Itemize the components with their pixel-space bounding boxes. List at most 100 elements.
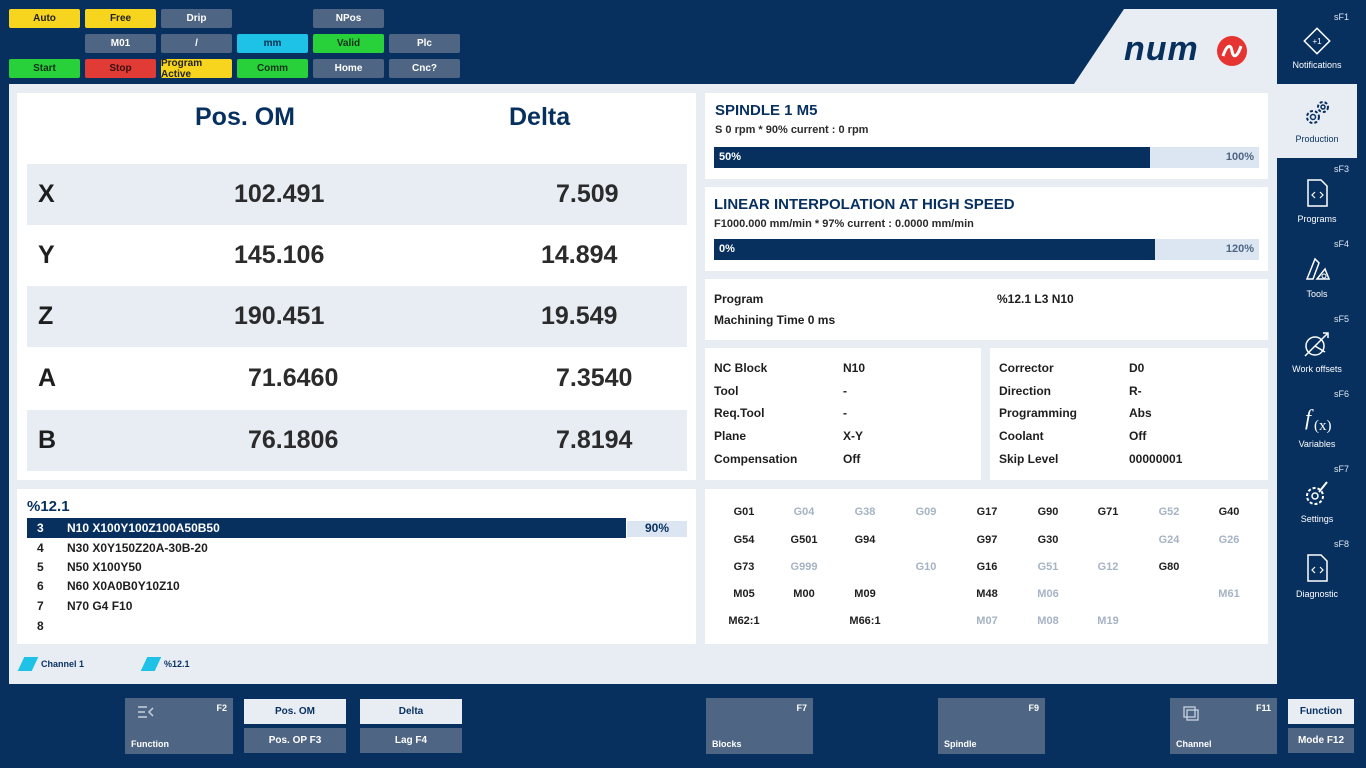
channel-program-label[interactable]: %12.1 [164, 659, 190, 669]
home-button[interactable]: Home [313, 59, 384, 78]
spindle-override-bar[interactable]: 50% 100% [714, 147, 1259, 168]
gcode: G24 [1158, 534, 1180, 546]
shortcut-key: F2 [216, 703, 227, 713]
sidebar-item-programs[interactable]: sF3 Programs [1277, 164, 1357, 234]
axis-row-x: X 102.491 7.509 [27, 164, 687, 225]
spindle-title: SPINDLE 1 M5 [715, 102, 818, 119]
corrector-value: R- [1129, 384, 1142, 398]
channel-label[interactable]: Channel 1 [41, 659, 85, 669]
line-code[interactable]: N70 G4 F10 [67, 599, 133, 613]
lag-button[interactable]: Lag F4 [360, 728, 462, 753]
sidebar-item-diagnostic[interactable]: sF8 Diagnostic [1277, 539, 1357, 609]
plc-button[interactable]: Plc [389, 34, 460, 53]
corrector-value: Abs [1129, 406, 1152, 420]
corrector-value: Off [1129, 429, 1147, 443]
npos-button[interactable]: NPos [313, 9, 384, 28]
axis-letter: Y [38, 241, 55, 269]
gcode: G71 [1097, 506, 1119, 518]
shortcut-key: F7 [796, 703, 807, 713]
slash-button[interactable]: / [161, 34, 232, 53]
sidebar-item-work-offsets[interactable]: sF5 Work offsets [1277, 314, 1357, 384]
brand-mark-icon [1217, 36, 1247, 66]
comm-button[interactable]: Comm [237, 59, 308, 78]
shortcut-key: sF7 [1333, 464, 1349, 474]
function-key-f2[interactable]: F2 Function [125, 698, 233, 754]
feed-override-bar[interactable]: 0% 120% [714, 239, 1259, 260]
sidebar-item-settings[interactable]: sF7 Settings [1277, 464, 1357, 534]
sidebar-label: Variables [1298, 439, 1336, 449]
gcode: G80 [1158, 561, 1180, 573]
drip-button[interactable]: Drip [161, 9, 232, 28]
axis-pos: 102.491 [234, 180, 325, 208]
shortcut-key: sF5 [1333, 314, 1349, 324]
axis-letter: B [38, 426, 57, 454]
sidebar-item-variables[interactable]: sF6 f (x) Variables [1277, 389, 1357, 459]
gcode: G09 [915, 506, 937, 518]
menu-collapse-icon [138, 706, 154, 718]
corrector-label: Programming [999, 406, 1078, 420]
line-number: 8 [37, 619, 44, 633]
line-code[interactable]: N10 X100Y100Z100A50B50 [67, 521, 220, 535]
delta-header: Delta [509, 103, 571, 131]
corrector-card [990, 348, 1268, 480]
gcode: G01 [733, 506, 755, 518]
spindle-bar-fill [714, 147, 1150, 168]
axis-delta: 7.8194 [556, 426, 633, 454]
m01-button[interactable]: M01 [85, 34, 156, 53]
gcode: G10 [915, 561, 937, 573]
block-label: Plane [714, 429, 747, 443]
start-button[interactable]: Start [9, 59, 80, 78]
pos-om-button[interactable]: Pos. OM [244, 699, 346, 724]
block-value: N10 [843, 361, 866, 375]
gcode: G999 [790, 561, 818, 573]
auto-button[interactable]: Auto [9, 9, 80, 28]
gcode: G54 [733, 534, 755, 546]
function-key-f11[interactable]: F11 Channel [1170, 698, 1277, 754]
brand-logo: num [1124, 30, 1199, 68]
gcode-card [705, 489, 1268, 644]
cnc-button[interactable]: Cnc? [389, 59, 460, 78]
block-value: X-Y [843, 429, 864, 443]
function-key-f9[interactable]: F9 Spindle [938, 698, 1045, 754]
free-button[interactable]: Free [85, 9, 156, 28]
gcode: M06 [1037, 588, 1059, 600]
fkey-label: Blocks [712, 739, 742, 749]
function-mode-button[interactable]: Function [1288, 699, 1354, 724]
gcode: G17 [976, 506, 998, 518]
sidebar-label: Tools [1306, 289, 1328, 299]
mm-button[interactable]: mm [237, 34, 308, 53]
gcode: G52 [1158, 506, 1180, 518]
line-number: 6 [37, 579, 44, 593]
sidebar-item-production[interactable]: Production [1277, 84, 1357, 158]
line-code[interactable]: N50 X100Y50 [67, 560, 142, 574]
function-icon: f (x) [1305, 405, 1331, 433]
line-code[interactable]: N30 X0Y150Z20A-30B-20 [67, 541, 208, 555]
stop-button[interactable]: Stop [85, 59, 156, 78]
gcode: G94 [854, 534, 876, 546]
line-code[interactable]: N60 X0A0B0Y10Z10 [67, 579, 180, 593]
shortcut-key: sF3 [1333, 164, 1349, 174]
tools-icon [1305, 257, 1331, 280]
fkey-label: Function [131, 739, 169, 749]
gcode: G30 [1037, 534, 1059, 546]
gcode: M08 [1037, 615, 1059, 627]
delta-button[interactable]: Delta [360, 699, 462, 724]
block-value: Off [843, 452, 861, 466]
axis-row-a: A 71.6460 7.3540 [27, 348, 687, 409]
pos-op-button[interactable]: Pos. OP F3 [244, 728, 346, 753]
program-active-button[interactable]: Program Active [161, 58, 232, 80]
program-value: %12.1 L3 N10 [997, 292, 1074, 306]
gcode: G501 [790, 534, 818, 546]
gcode: G12 [1097, 561, 1119, 573]
program-file-icon [1307, 179, 1328, 207]
valid-button[interactable]: Valid [313, 34, 384, 53]
line-number: 5 [37, 560, 44, 574]
shortcut-key: sF6 [1333, 389, 1349, 399]
block-value: - [843, 406, 847, 420]
block-value: - [843, 384, 847, 398]
mode-f12-button[interactable]: Mode F12 [1288, 728, 1354, 753]
axis-pos: 145.106 [234, 241, 325, 269]
sidebar-item-notifications[interactable]: sF1 +1 Notifications [1277, 12, 1357, 82]
sidebar-item-tools[interactable]: sF4 Tools [1277, 239, 1357, 309]
function-key-f7[interactable]: F7 Blocks [706, 698, 813, 754]
